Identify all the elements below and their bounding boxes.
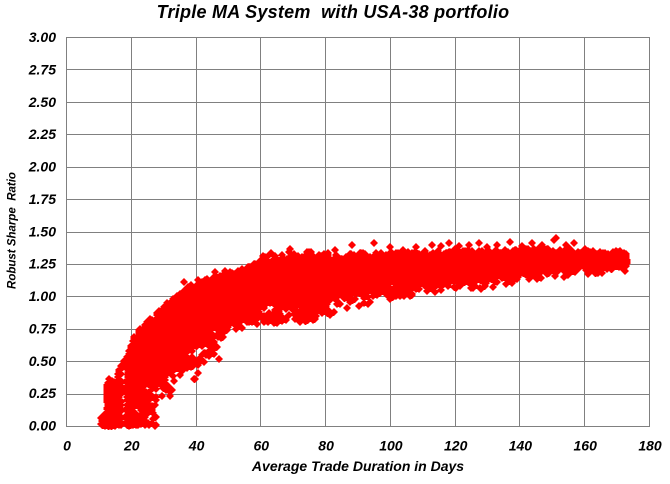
- svg-text:0.75: 0.75: [29, 321, 56, 337]
- svg-text:180: 180: [638, 438, 662, 454]
- svg-text:2.25: 2.25: [28, 126, 56, 142]
- svg-text:160: 160: [574, 438, 598, 454]
- svg-text:1.75: 1.75: [29, 191, 56, 207]
- svg-text:3.00: 3.00: [29, 29, 56, 45]
- svg-text:100: 100: [379, 438, 403, 454]
- svg-text:Robust Sharpe Ratio: Robust Sharpe Ratio: [7, 172, 19, 289]
- svg-text:0.50: 0.50: [29, 353, 56, 369]
- svg-text:2.75: 2.75: [28, 62, 56, 78]
- svg-text:1.25: 1.25: [29, 256, 56, 272]
- svg-text:2.50: 2.50: [28, 94, 56, 110]
- svg-text:140: 140: [509, 438, 533, 454]
- svg-text:1.50: 1.50: [29, 223, 56, 239]
- svg-text:2.00: 2.00: [28, 159, 56, 175]
- svg-text:0.00: 0.00: [29, 418, 56, 434]
- svg-text:1.00: 1.00: [29, 288, 56, 304]
- svg-text:60: 60: [254, 438, 270, 454]
- svg-text:20: 20: [123, 438, 140, 454]
- svg-text:80: 80: [318, 438, 334, 454]
- svg-text:0: 0: [63, 438, 71, 454]
- svg-text:Triple MA System with USA-38: Triple MA System with USA-38 portfolio: [157, 2, 510, 22]
- svg-text:120: 120: [444, 438, 468, 454]
- svg-text:40: 40: [188, 438, 205, 454]
- svg-text:0.25: 0.25: [29, 385, 56, 401]
- svg-text:Average Trade Duration in Days: Average Trade Duration in Days: [251, 458, 464, 474]
